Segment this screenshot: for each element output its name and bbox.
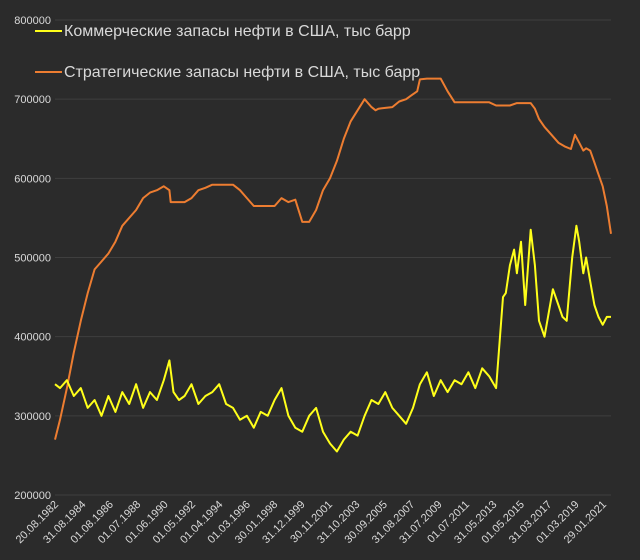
- gridlines: [55, 19, 611, 496]
- y-tick-label: 300000: [14, 411, 51, 423]
- y-tick-label: 700000: [14, 94, 51, 106]
- legend-label: Коммерческие запасы нефти в США, тыс бар…: [64, 23, 411, 40]
- series-lines: [54, 77, 612, 453]
- legend: Коммерческие запасы нефти в США, тыс бар…: [35, 23, 420, 81]
- y-tick-label: 500000: [14, 253, 51, 265]
- legend-label: Стратегические запасы нефти в США, тыс б…: [64, 64, 420, 81]
- commercial-stocks-line: [54, 224, 611, 453]
- y-tick-label: 400000: [14, 332, 51, 344]
- y-tick-label: 600000: [14, 173, 51, 185]
- strategic-stocks-line: [54, 77, 612, 440]
- y-tick-label: 800000: [14, 15, 51, 27]
- y-tick-label: 200000: [14, 490, 51, 502]
- y-axis-ticks: 200000 300000 400000 500000 600000 700000 8000…: [14, 15, 51, 502]
